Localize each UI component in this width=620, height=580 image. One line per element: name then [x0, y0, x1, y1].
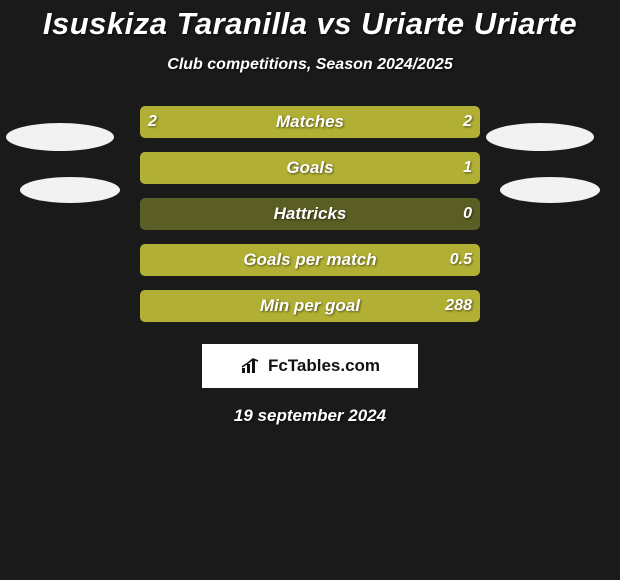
- stat-label: Matches: [140, 106, 480, 138]
- stat-value-right: 288: [445, 290, 472, 322]
- stat-label: Goals: [140, 152, 480, 184]
- bar-track: Goals per match: [140, 244, 480, 276]
- stat-value-left: 2: [148, 106, 157, 138]
- stat-row: Goals per match0.5: [0, 244, 620, 276]
- bar-chart-icon: [240, 357, 262, 375]
- stat-row: Hattricks0: [0, 198, 620, 230]
- date-text: 19 september 2024: [0, 406, 620, 426]
- stat-row: Matches2 2: [0, 106, 620, 138]
- stat-row: Min per goal288: [0, 290, 620, 322]
- stat-label: Goals per match: [140, 244, 480, 276]
- stat-value-right: 2: [463, 106, 472, 138]
- bar-track: Min per goal: [140, 290, 480, 322]
- brand-box[interactable]: FcTables.com: [202, 344, 418, 388]
- stat-value-right: 0.5: [450, 244, 472, 276]
- stats-container: Matches2 2 Goals1 Hattricks0 Goals per match…: [0, 106, 620, 322]
- bar-track: Goals: [140, 152, 480, 184]
- stat-label: Hattricks: [140, 198, 480, 230]
- page-title: Isuskiza Taranilla vs Uriarte Uriarte: [0, 0, 620, 42]
- stat-label: Min per goal: [140, 290, 480, 322]
- brand-text: FcTables.com: [268, 356, 380, 376]
- stat-value-right: 0: [463, 198, 472, 230]
- bar-track: Matches: [140, 106, 480, 138]
- stat-row: Goals1: [0, 152, 620, 184]
- subtitle: Club competitions, Season 2024/2025: [0, 56, 620, 74]
- stat-value-right: 1: [463, 152, 472, 184]
- comparison-widget: Isuskiza Taranilla vs Uriarte Uriarte Cl…: [0, 0, 620, 580]
- bar-track: Hattricks: [140, 198, 480, 230]
